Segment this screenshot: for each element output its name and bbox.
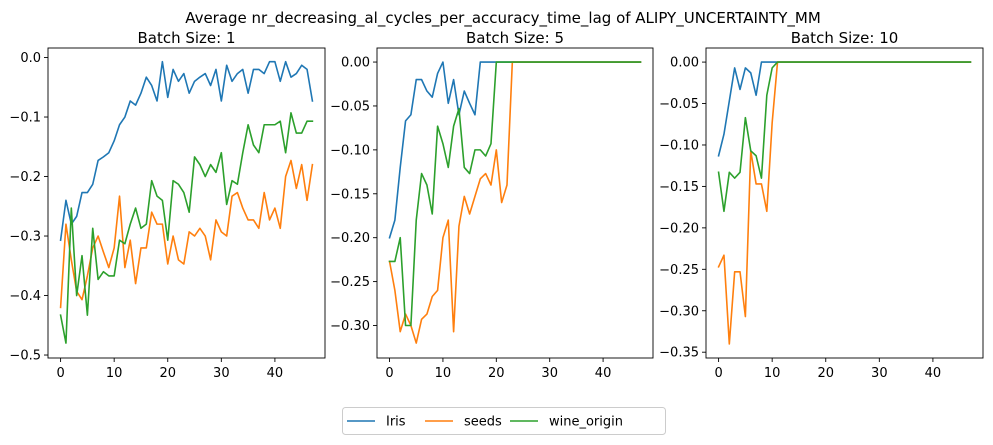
legend: Iris seeds wine_origin: [342, 407, 666, 435]
y-tick-label: −0.25: [659, 263, 699, 278]
subplot-3: Batch Size: 10 0 10 20 30 40 −0.35 −0.30 −0.25 −0…: [659, 29, 984, 381]
y-tick-label: −0.15: [659, 180, 699, 195]
series-line-seeds: [59, 159, 314, 309]
y-tick-label: −0.10: [659, 138, 699, 153]
series-line-seeds: [388, 61, 642, 344]
y-tick-label: −0.4: [9, 289, 41, 304]
series-line-iris: [59, 60, 314, 242]
x-tick-label: 20: [159, 366, 176, 381]
legend-label-wine-origin: wine_origin: [549, 415, 623, 430]
subplot-title: Batch Size: 1: [137, 29, 235, 47]
subplot-1: Batch Size: 1 0 10 20 30 40 −0.5 −0.4 −0.3 −0.2 −0…: [9, 29, 326, 381]
x-tick-label: 20: [488, 366, 505, 381]
x-tick-label: 10: [106, 366, 123, 381]
x-tick-label: 30: [541, 366, 558, 381]
subplot-2: Batch Size: 5 0 10 20 30 40 −0.30 −0.25 −0.20 −0.…: [330, 29, 654, 381]
subplots: Batch Size: 10 10 20 30 40−0.5−0.4−0.3−0.2−0…: [9, 29, 984, 381]
y-tick-label: −0.1: [9, 111, 41, 126]
x-tick-label: 40: [267, 366, 284, 381]
y-tick-label: −0.10: [330, 143, 370, 158]
x-tick-label: 30: [871, 366, 888, 381]
x-tick-label: 40: [925, 366, 942, 381]
series-line-wine-origin: [388, 61, 642, 327]
y-tick-label: −0.25: [330, 275, 370, 290]
axes-frame: [376, 47, 654, 359]
subplot-title: Batch Size: 5: [466, 29, 564, 47]
series-line-wine-origin: [59, 112, 314, 344]
y-tick-label: −0.20: [330, 231, 370, 246]
series-line-wine-origin: [717, 61, 972, 213]
y-tick-label: −0.35: [659, 346, 699, 361]
axes-frame: [47, 47, 326, 359]
legend-label-seeds: seeds: [464, 415, 502, 430]
series-line-iris: [388, 61, 642, 239]
y-tick-label: −0.20: [659, 221, 699, 236]
series-line-seeds: [717, 61, 972, 345]
series-line-iris: [717, 61, 972, 157]
legend-frame: [342, 407, 666, 435]
y-tick-label: −0.05: [330, 99, 370, 114]
axes-frame: [705, 47, 984, 359]
y-tick-label: −0.30: [659, 304, 699, 319]
x-tick-label: 0: [714, 366, 722, 381]
y-tick-label: 0.00: [670, 56, 699, 71]
y-tick-label: −0.30: [330, 319, 370, 334]
y-tick-label: −0.5: [9, 349, 41, 364]
figure-title: Average nr_decreasing_al_cycles_per_accu…: [185, 9, 821, 28]
x-tick-label: 20: [817, 366, 834, 381]
y-tick-label: 0.0: [20, 51, 41, 66]
subplot-title: Batch Size: 10: [791, 29, 899, 47]
x-tick-label: 40: [595, 366, 612, 381]
x-tick-label: 30: [213, 366, 230, 381]
x-tick-label: 10: [435, 366, 452, 381]
x-tick-label: 10: [764, 366, 781, 381]
x-tick-label: 0: [385, 366, 393, 381]
legend-label-iris: Iris: [386, 415, 406, 430]
y-tick-label: −0.3: [9, 230, 41, 245]
y-tick-label: −0.05: [659, 97, 699, 112]
y-tick-label: −0.2: [9, 170, 41, 185]
y-tick-label: 0.00: [341, 56, 370, 71]
y-tick-label: −0.15: [330, 187, 370, 202]
x-tick-label: 0: [56, 366, 64, 381]
